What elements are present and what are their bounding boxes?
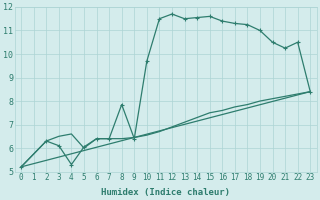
X-axis label: Humidex (Indice chaleur): Humidex (Indice chaleur) — [101, 188, 230, 197]
